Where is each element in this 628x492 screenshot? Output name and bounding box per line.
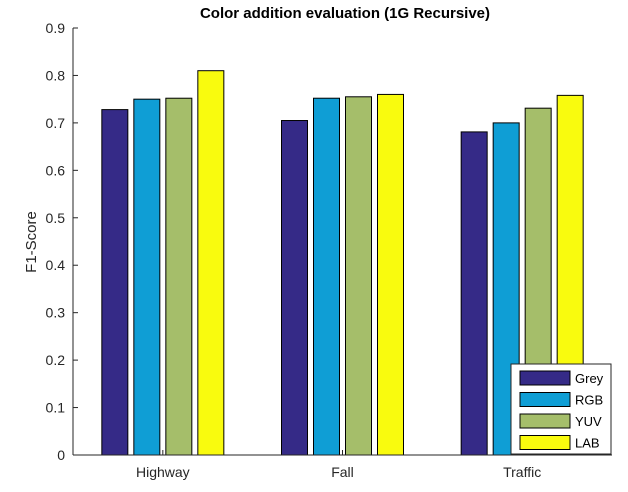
legend: Grey RGB YUV LAB — [510, 363, 612, 455]
legend-label-grey: Grey — [575, 371, 604, 386]
bar-lab-highway — [197, 70, 225, 456]
legend-swatch-lab — [519, 435, 571, 450]
y-tick-label: 0.6 — [46, 162, 66, 178]
bar-lab-fall — [377, 93, 404, 456]
bar-grey-fall — [281, 120, 308, 456]
legend-swatch-grey — [519, 370, 571, 386]
y-tick-label: 0.5 — [46, 210, 66, 226]
legend-label-rgb: RGB — [575, 393, 603, 408]
x-tick-label: Highway — [136, 464, 190, 480]
bar-grey-highway — [101, 109, 129, 456]
bar-yuv-highway — [165, 97, 193, 456]
x-tick-label: Fall — [331, 464, 354, 480]
y-tick-label: 0.4 — [46, 257, 66, 273]
y-axis-label: F1-Score — [23, 211, 40, 273]
legend-label-lab: LAB — [575, 436, 600, 451]
bar-grey-traffic — [460, 131, 488, 456]
bar-yuv-fall — [345, 96, 372, 456]
y-tick-label: 0.3 — [46, 305, 66, 321]
y-tick-label: 0.9 — [46, 20, 66, 36]
y-tick-label: 0.1 — [46, 400, 66, 416]
bar-rgb-fall — [313, 97, 340, 456]
y-tick-label: 0.7 — [46, 115, 66, 131]
legend-swatch-rgb — [519, 392, 571, 407]
legend-swatch-yuv — [519, 413, 571, 429]
plot-area: 0 0.1 0.2 0.3 0.4 0.5 0.6 0.7 0.8 0.9 Highway Fall T… — [46, 20, 612, 480]
y-tick-label: 0.8 — [46, 67, 66, 83]
chart-title: Color addition evaluation (1G Recursive) — [200, 5, 490, 22]
y-tick-label: 0.2 — [46, 352, 66, 368]
y-tick-label: 0 — [57, 447, 65, 463]
x-tick-label: Traffic — [503, 464, 541, 480]
legend-label-yuv: YUV — [575, 414, 602, 429]
bar-rgb-highway — [133, 98, 161, 456]
